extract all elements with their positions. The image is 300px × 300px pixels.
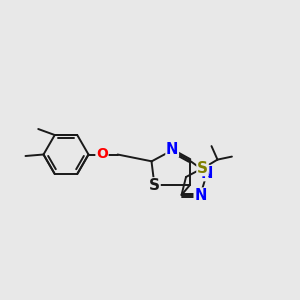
Text: N: N (194, 188, 207, 203)
Text: O: O (96, 148, 108, 161)
Text: S: S (197, 160, 208, 175)
Text: N: N (201, 166, 213, 181)
Text: S: S (149, 178, 160, 193)
Text: N: N (166, 142, 178, 157)
